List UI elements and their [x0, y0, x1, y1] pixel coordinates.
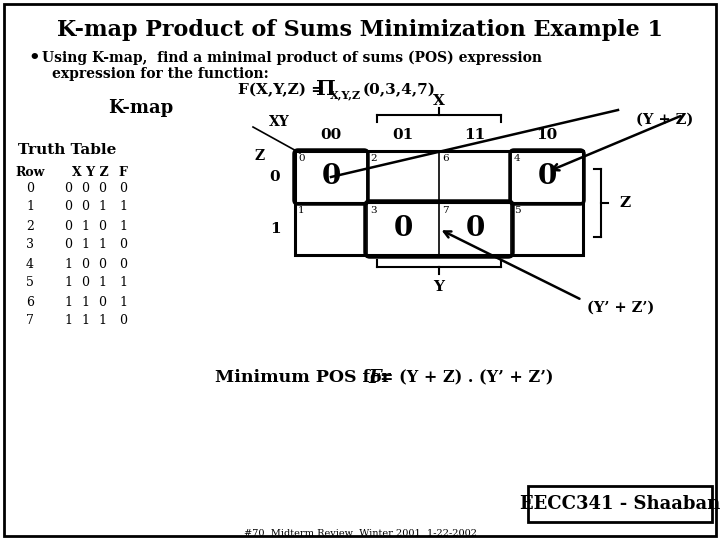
- Text: 1: 1: [119, 276, 127, 289]
- Text: 4: 4: [514, 154, 521, 163]
- Text: (Y + Z): (Y + Z): [636, 113, 693, 127]
- Text: 1: 1: [81, 295, 89, 308]
- Bar: [295, 151, 583, 255]
- Text: 0: 0: [81, 181, 89, 194]
- Text: 0: 0: [98, 219, 106, 233]
- Text: 0: 0: [98, 181, 106, 194]
- Text: 0: 0: [119, 181, 127, 194]
- Text: •: •: [28, 49, 40, 67]
- Text: 0: 0: [81, 200, 89, 213]
- Text: F(X,Y,Z) =: F(X,Y,Z) =: [238, 83, 329, 97]
- Text: 7: 7: [26, 314, 34, 327]
- Text: 0: 0: [393, 215, 413, 242]
- Text: 1: 1: [119, 219, 127, 233]
- Text: 0: 0: [465, 215, 485, 242]
- Text: 2: 2: [370, 154, 377, 163]
- Text: 1: 1: [119, 200, 127, 213]
- Text: XY: XY: [269, 115, 290, 129]
- Text: Π: Π: [316, 79, 336, 99]
- Text: 1: 1: [270, 222, 280, 236]
- Text: 7: 7: [442, 206, 449, 215]
- Text: 0: 0: [98, 258, 106, 271]
- Text: 0: 0: [64, 200, 72, 213]
- Text: 1: 1: [298, 206, 305, 215]
- Text: Y: Y: [433, 280, 444, 294]
- Text: 0: 0: [119, 239, 127, 252]
- Text: 4: 4: [26, 258, 34, 271]
- Text: Row: Row: [15, 165, 45, 179]
- Text: 5: 5: [514, 206, 521, 215]
- Text: 0: 0: [64, 219, 72, 233]
- Text: 0: 0: [298, 154, 305, 163]
- Text: 0: 0: [98, 295, 106, 308]
- Text: 1: 1: [98, 314, 106, 327]
- Text: K-map Product of Sums Minimization Example 1: K-map Product of Sums Minimization Examp…: [57, 19, 663, 41]
- Text: 1: 1: [26, 200, 34, 213]
- Text: 0: 0: [537, 164, 557, 191]
- Text: 2: 2: [26, 219, 34, 233]
- Text: 0: 0: [26, 181, 34, 194]
- Text: = (Y + Z) . (Y’ + Z’): = (Y + Z) . (Y’ + Z’): [380, 369, 554, 387]
- Text: (0,3,4,7): (0,3,4,7): [363, 83, 436, 97]
- Text: 00: 00: [320, 128, 341, 142]
- Text: 0: 0: [119, 314, 127, 327]
- Text: 0: 0: [119, 258, 127, 271]
- Text: 5: 5: [26, 276, 34, 289]
- Bar: [528, 486, 712, 522]
- Text: 0: 0: [64, 239, 72, 252]
- Text: 3: 3: [370, 206, 377, 215]
- Text: 0: 0: [321, 164, 341, 191]
- Text: 1: 1: [81, 314, 89, 327]
- Text: Z: Z: [619, 196, 630, 210]
- Text: 1: 1: [98, 239, 106, 252]
- Text: 1: 1: [81, 219, 89, 233]
- Text: 0: 0: [270, 170, 280, 184]
- Text: Minimum POS for: Minimum POS for: [215, 369, 391, 387]
- Text: 6: 6: [26, 295, 34, 308]
- Text: F: F: [368, 369, 381, 387]
- Text: 1: 1: [64, 314, 72, 327]
- Text: 1: 1: [64, 276, 72, 289]
- Text: 1: 1: [98, 200, 106, 213]
- Text: 0: 0: [81, 276, 89, 289]
- Text: X Y Z: X Y Z: [71, 165, 109, 179]
- Text: 10: 10: [536, 128, 557, 142]
- Text: (Y’ + Z’): (Y’ + Z’): [587, 301, 654, 315]
- Text: 0: 0: [64, 181, 72, 194]
- Text: 1: 1: [98, 276, 106, 289]
- Text: K-map: K-map: [108, 99, 174, 117]
- Text: Using K-map,  find a minimal product of sums (POS) expression: Using K-map, find a minimal product of s…: [42, 51, 542, 65]
- Text: 1: 1: [64, 258, 72, 271]
- Text: 1: 1: [81, 239, 89, 252]
- Text: Z: Z: [255, 149, 265, 163]
- Text: 1: 1: [64, 295, 72, 308]
- Text: 11: 11: [464, 128, 485, 142]
- Text: #70  Midterm Review  Winter 2001  1-22-2002: #70 Midterm Review Winter 2001 1-22-2002: [243, 529, 477, 537]
- Text: expression for the function:: expression for the function:: [52, 67, 269, 81]
- Text: 3: 3: [26, 239, 34, 252]
- Text: 6: 6: [442, 154, 449, 163]
- Text: EECC341 - Shaaban: EECC341 - Shaaban: [520, 495, 720, 513]
- Text: 1: 1: [119, 295, 127, 308]
- Text: 01: 01: [392, 128, 413, 142]
- Text: Truth Table: Truth Table: [18, 143, 117, 157]
- Text: X,Y,Z: X,Y,Z: [330, 90, 361, 100]
- Text: F: F: [119, 165, 127, 179]
- Text: 0: 0: [81, 258, 89, 271]
- Text: X: X: [433, 94, 445, 108]
